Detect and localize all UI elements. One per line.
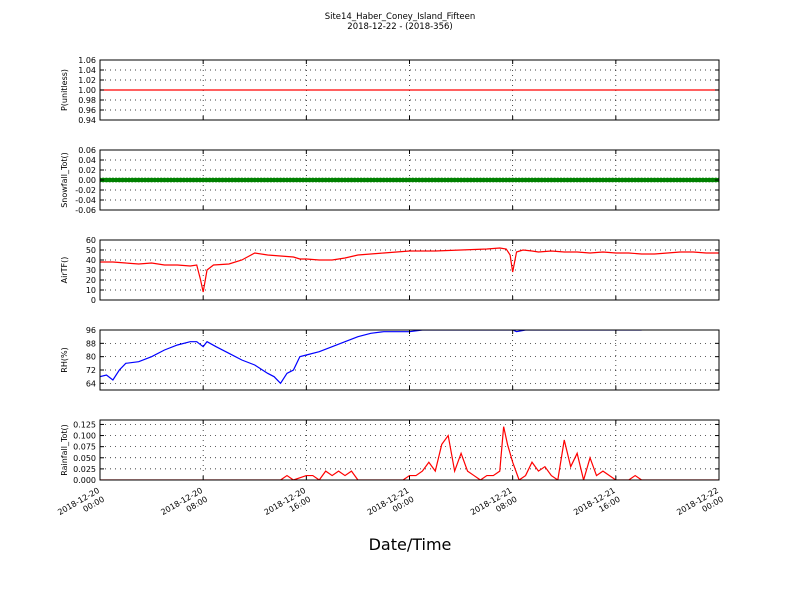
y-tick-label: 0.125: [73, 420, 96, 429]
y-tick-label: 50: [86, 246, 96, 255]
y-axis-label: Snowfall_Tot(): [60, 152, 69, 208]
y-tick-label: 40: [86, 256, 96, 265]
y-tick-label: 0.075: [73, 443, 96, 452]
x-tick-label: 2018-12-2108:00: [469, 486, 519, 526]
y-tick-label: 0.04: [78, 156, 96, 165]
y-tick-label: 1.02: [78, 76, 96, 85]
x-tick-label: 2018-12-2000:00: [56, 486, 106, 526]
y-axis-label: RH(%): [60, 347, 69, 372]
x-axis-label: Date/Time: [369, 535, 452, 554]
x-tick-label: 2018-12-2016:00: [263, 486, 313, 526]
y-tick-label: 10: [86, 286, 96, 295]
subplot-4: 96 88 80 72 64 RH(%): [60, 326, 720, 391]
y-tick-label: 30: [86, 266, 96, 275]
y-tick-label: -0.06: [75, 206, 96, 215]
subplot-2: 0.060.040.020.00-0.02-0.04-0.06 Snowfall_…: [60, 146, 720, 215]
grid: [100, 240, 719, 300]
grid: [100, 420, 719, 480]
y-tick-label: 0.00: [78, 176, 96, 185]
y-tick-label: 0.100: [73, 432, 96, 441]
x-tick-label: 2018-12-2008:00: [159, 486, 209, 526]
y-tick-label: 0.02: [78, 166, 96, 175]
figure-subtitle: 2018-12-22 - (2018-356): [347, 22, 452, 32]
y-tick-label: 0.000: [73, 476, 96, 485]
y-tick-label: 20: [86, 276, 96, 285]
series-group: [100, 426, 719, 480]
y-tick-label: 0.98: [78, 96, 96, 105]
y-tick-label: 80: [86, 353, 96, 362]
x-tick-label: 2018-12-2200:00: [675, 486, 725, 526]
series-line-1: [100, 247, 719, 293]
series-group: [100, 177, 719, 183]
y-tick-label: 72: [86, 366, 96, 375]
y-axis-label: Rainfall_Tot(): [60, 424, 69, 476]
y-tick-label: 1.04: [78, 66, 96, 75]
y-tick-label: 64: [86, 379, 96, 388]
y-tick-label: 1.00: [78, 86, 96, 95]
y-axis-label: AirTF(): [60, 257, 69, 284]
figure-title: Site14_Haber_Coney_Island_Fifteen: [325, 12, 476, 22]
series-line-1: [100, 330, 642, 385]
series-group: [100, 330, 642, 385]
y-tick-label: 0.06: [78, 146, 96, 155]
y-tick-label: 0.94: [78, 116, 96, 125]
y-tick-label: 0: [91, 296, 96, 305]
y-tick-label: 0.96: [78, 106, 96, 115]
y-tick-label: 96: [86, 326, 96, 335]
series-line-1: [100, 426, 719, 480]
subplot-1: 1.061.041.021.000.980.960.94 P(unitless): [60, 56, 720, 125]
y-tick-label: 88: [86, 339, 96, 348]
x-axis-ticks: 2018-12-2000:00 2018-12-2008:00 2018-12-20…: [56, 486, 725, 526]
series-group: [100, 247, 719, 293]
x-tick-label: 2018-12-2100:00: [366, 486, 416, 526]
y-tick-label: -0.04: [75, 196, 96, 205]
subplots: 1.061.041.021.000.980.960.94 P(unitless) 0…: [60, 56, 720, 485]
x-tick-label: 2018-12-2116:00: [572, 486, 622, 526]
y-tick-label: -0.02: [75, 186, 96, 195]
y-tick-label: 1.06: [78, 56, 96, 65]
y-tick-label: 0.050: [73, 454, 96, 463]
grid: [100, 330, 719, 390]
y-tick-label: 0.025: [73, 465, 96, 474]
y-tick-label: 60: [86, 236, 96, 245]
subplot-5: 0.125 0.100 0.075 0.050 0.025 0.000 Rainfall_T…: [60, 419, 720, 485]
y-axis-label: P(unitless): [60, 69, 69, 111]
